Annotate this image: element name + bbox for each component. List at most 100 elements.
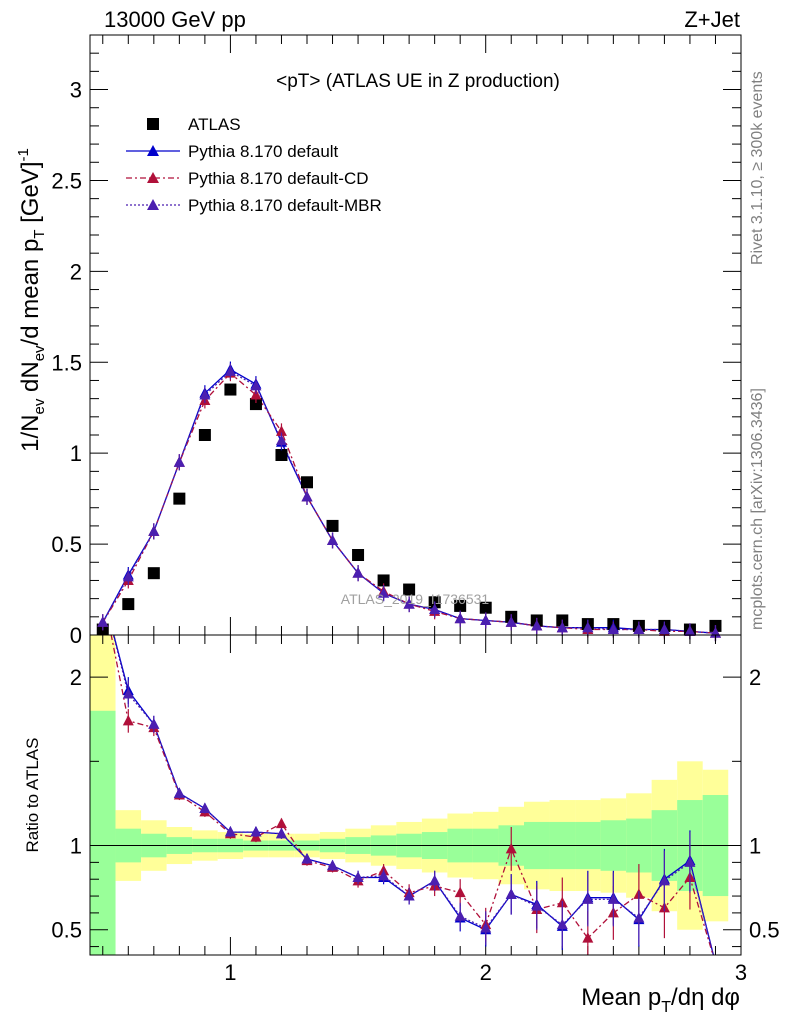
- data-point-square: [249, 398, 262, 411]
- data-point-square: [403, 583, 416, 596]
- y-tick-label: 2.5: [51, 168, 82, 193]
- ratio-series-layer: [110, 635, 715, 955]
- ratio-y-tick-label-right: 2: [749, 665, 761, 690]
- energy-label: 13000 GeV pp: [104, 7, 246, 32]
- ratio-y-tick-label: 1: [70, 834, 82, 859]
- ratio-data-point: [505, 888, 517, 899]
- data-point-triangle: [403, 598, 415, 609]
- data-point-triangle: [352, 567, 364, 578]
- ratio-data-point: [327, 859, 339, 871]
- data-point-square: [377, 574, 390, 587]
- mcplots-label: mcplots.cern.ch [arXiv:1306.3436]: [749, 388, 766, 630]
- y-tick-label: 2: [70, 259, 82, 284]
- ratio-data-point: [122, 687, 134, 699]
- x-tick-label: 2: [480, 960, 492, 985]
- ratio-series-line: [110, 635, 714, 955]
- data-point-triangle: [480, 614, 492, 625]
- legend-label: Pythia 8.170 default: [188, 142, 339, 161]
- data-point-triangle: [378, 587, 390, 598]
- data-point-triangle: [505, 616, 517, 627]
- ratio-series-line: [113, 635, 715, 955]
- x-tick-label: 1: [224, 960, 236, 985]
- ratio-data-point: [148, 718, 160, 729]
- x-tick-label: 3: [735, 960, 747, 985]
- ratio-data-point: [454, 910, 466, 921]
- data-point-triangle: [250, 379, 262, 391]
- y-tick-label: 1: [70, 441, 82, 466]
- ratio-panel: 0.5 0.5 1 1 2 2 1 2 3: [51, 634, 780, 985]
- ratio-y-tick-label-right: 1: [749, 834, 761, 859]
- data-point-triangle: [148, 525, 160, 536]
- ratio-data-point: [429, 874, 441, 886]
- data-point-triangle: [275, 425, 287, 436]
- data-point-square: [479, 601, 492, 614]
- ratio-axes: 0.5 0.5 1 1 2 2 1 2 3: [51, 635, 780, 985]
- ratio-data-point: [531, 900, 543, 911]
- ratio-data-point: [633, 911, 645, 923]
- ratio-data-point: [658, 874, 670, 886]
- data-point-triangle: [658, 623, 670, 635]
- data-point-triangle: [556, 621, 568, 633]
- ratio-data-point: [122, 714, 134, 726]
- data-point-triangle: [454, 612, 466, 624]
- ratio-data-point: [224, 826, 236, 837]
- data-point-square: [224, 383, 237, 396]
- legend-marker-square: [147, 118, 159, 130]
- data-point-square: [326, 519, 339, 532]
- legend-marker-triangle: [147, 199, 159, 210]
- data-point-square: [275, 449, 288, 461]
- data-point-triangle: [250, 389, 262, 400]
- process-label: Z+Jet: [684, 7, 740, 32]
- ratio-data-point: [454, 886, 466, 898]
- ratio-data-point: [684, 856, 696, 867]
- legend-label: ATLAS: [188, 115, 241, 134]
- ratio-series-clipped: [110, 635, 715, 955]
- ratio-data-point: [250, 826, 262, 837]
- ratio-data-point: [275, 827, 287, 839]
- data-point-triangle: [607, 623, 619, 635]
- ratio-data-point: [582, 893, 594, 904]
- legend-marker-triangle: [147, 172, 159, 183]
- ratio-data-point: [607, 893, 619, 904]
- ratio-series-line: [112, 635, 715, 955]
- data-point-triangle: [224, 365, 236, 376]
- ratio-y-tick-label-right: 0.5: [749, 918, 780, 943]
- data-point-triangle: [633, 623, 645, 635]
- data-point-triangle: [582, 621, 594, 633]
- data-point-square: [454, 599, 467, 612]
- ratio-data-point: [403, 890, 415, 901]
- data-point-triangle: [122, 570, 134, 582]
- data-point-square: [301, 476, 313, 489]
- ratio-y-axis-title: Ratio to ATLAS: [23, 738, 42, 853]
- y-tick-label: 0.5: [51, 532, 82, 557]
- analysis-watermark: ATLAS_2019_I1736531: [341, 591, 490, 607]
- ratio-data-point: [275, 817, 287, 829]
- ratio-y-tick-label: 2: [70, 665, 82, 690]
- main-series-layer: [96, 361, 722, 642]
- legend-label: Pythia 8.170 default-MBR: [188, 196, 382, 215]
- ratio-frame: [89, 634, 742, 956]
- data-point-triangle: [429, 603, 441, 615]
- ratio-data-point: [582, 932, 594, 943]
- ratio-data-point: [352, 871, 364, 883]
- ratio-y-tick-label: 0.5: [51, 918, 82, 943]
- data-point-square: [352, 549, 365, 561]
- ratio-data-point: [199, 802, 211, 813]
- legend: ATLAS Pythia 8.170 default Pythia 8.170 de…: [126, 115, 382, 215]
- ratio-data-point: [505, 842, 517, 854]
- chart-title: <pT> (ATLAS UE in Z production): [276, 71, 560, 92]
- ratio-data-point: [301, 853, 313, 864]
- y-tick-label: 3: [70, 78, 82, 103]
- ratio-data-point: [173, 787, 185, 798]
- ratio-data-point: [378, 869, 390, 881]
- ratio-data-point: [556, 918, 568, 930]
- data-point-triangle: [684, 625, 696, 636]
- data-point-triangle: [327, 534, 339, 545]
- ratio-data-point: [480, 922, 492, 933]
- y-axis-title: 1/Nev dNev/d mean pT [GeV]-1: [15, 148, 48, 452]
- ratio-uncertainty-bands: [90, 635, 729, 955]
- data-point-triangle: [301, 490, 313, 502]
- data-point-triangle: [97, 616, 109, 627]
- rivet-label: Rivet 3.1.10, ≥ 300k events: [749, 71, 766, 265]
